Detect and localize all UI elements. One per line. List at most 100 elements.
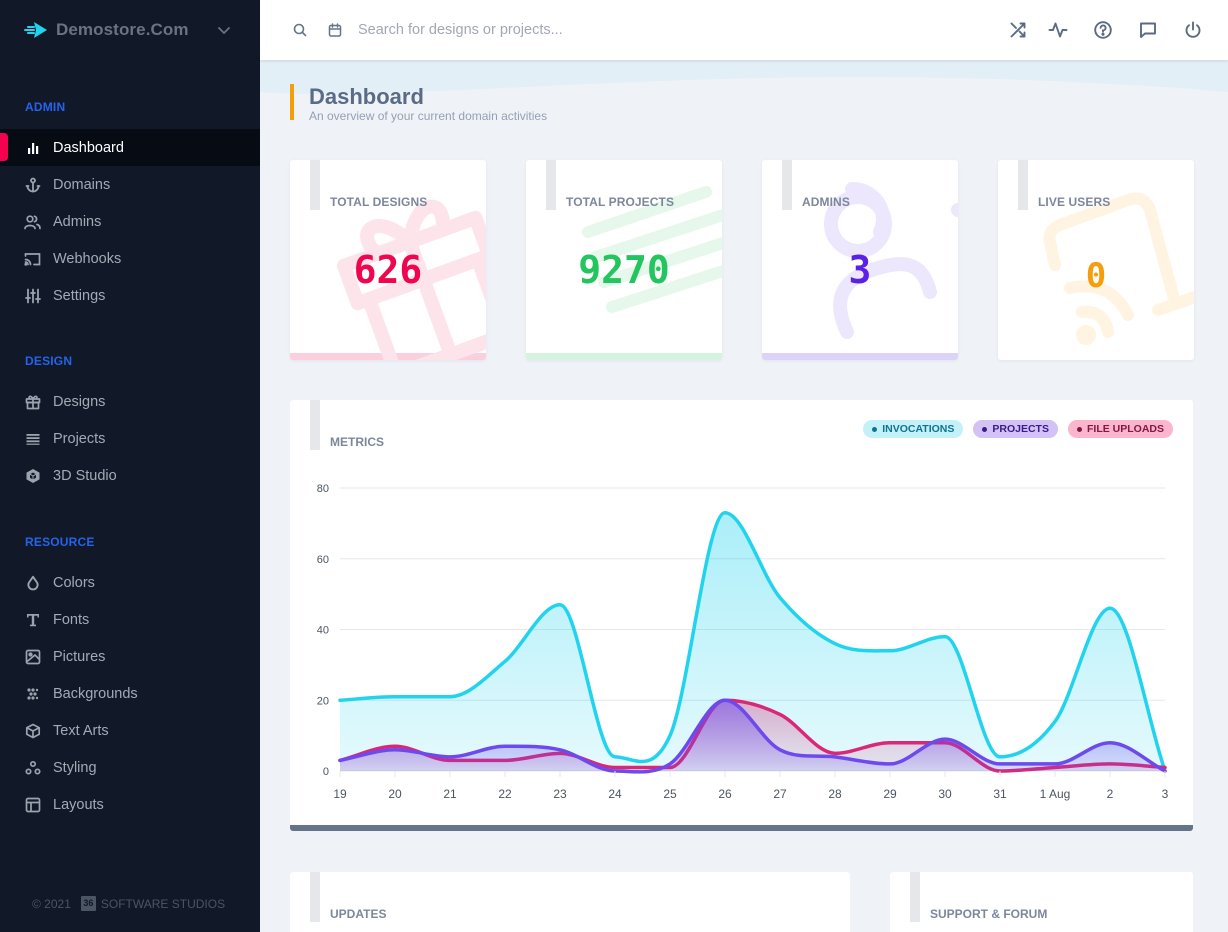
gift-icon	[336, 199, 486, 360]
shuffle-icon[interactable]	[1008, 20, 1028, 40]
page-title-accent	[290, 84, 294, 120]
legend-label: INVOCATIONS	[882, 423, 955, 435]
brand[interactable]: Demostore.Com	[24, 18, 236, 42]
section-title-admin: ADMIN	[25, 100, 66, 114]
list-icon	[24, 430, 41, 447]
box-icon	[24, 722, 41, 739]
activity-icon[interactable]	[1048, 20, 1068, 40]
calendar-icon[interactable]	[327, 22, 343, 38]
support-forum-card: SUPPORT & FORUM	[890, 872, 1193, 932]
x-tick-label: 31	[993, 787, 1007, 801]
legend-projects[interactable]: PROJECTS	[973, 420, 1058, 438]
help-icon[interactable]	[1093, 20, 1113, 40]
power-icon[interactable]	[1183, 20, 1203, 40]
sidebar-item-styling[interactable]: Styling	[0, 749, 260, 786]
users-icon	[824, 182, 958, 339]
sidebar-item-label: Domains	[53, 176, 111, 193]
x-tick-label: 20	[388, 787, 402, 801]
image-icon	[24, 648, 41, 665]
x-tick-label: 30	[938, 787, 952, 801]
sidebar-item-colors[interactable]: Colors	[0, 564, 260, 601]
legend-dot	[1076, 426, 1082, 432]
company-name: SOFTWARE STUDIOS	[100, 896, 226, 911]
legend-file-uploads[interactable]: FILE UPLOADS	[1067, 420, 1173, 438]
sidebar-item-label: Webhooks	[53, 250, 122, 267]
card-tab-mark	[310, 400, 320, 450]
x-tick-label: 26	[718, 787, 732, 801]
stat-value: 3	[848, 248, 872, 292]
search-input[interactable]	[358, 18, 758, 42]
chevron-down-icon[interactable]	[216, 22, 232, 38]
legend-invocations[interactable]: INVOCATIONS	[863, 420, 964, 438]
updates-title: UPDATES	[330, 907, 387, 921]
sidebar-item-designs[interactable]: Designs	[0, 383, 260, 420]
topbar	[260, 0, 1228, 60]
y-tick-label: 80	[317, 483, 329, 495]
x-tick-label: 1 Aug	[1040, 787, 1071, 801]
company-logo: 36	[80, 896, 96, 911]
sidebar-item-dashboard[interactable]: Dashboard	[0, 129, 260, 166]
updates-card: UPDATES	[290, 872, 850, 932]
x-tick-label: 29	[883, 787, 897, 801]
stat-label: TOTAL DESIGNS	[330, 195, 428, 209]
sidebar-item-label: Designs	[53, 393, 106, 410]
series-area-projects	[340, 700, 1165, 772]
sidebar: Demostore.Com ADMIN Dashboard Domains Ad…	[0, 0, 260, 932]
list-icon	[582, 186, 722, 313]
stat-card-live-users[interactable]: LIVE USERS 0	[998, 160, 1194, 360]
sidebar-item-label: 3D Studio	[53, 467, 117, 484]
sidebar-item-text-arts[interactable]: Text Arts	[0, 712, 260, 749]
stat-card-admins[interactable]: ADMINS 3	[762, 160, 958, 360]
sidebar-item-fonts[interactable]: Fonts	[0, 601, 260, 638]
sidebar-item-3d-studio[interactable]: 3D Studio	[0, 457, 260, 494]
sidebar-item-label: Backgrounds	[53, 685, 138, 702]
copyright-text: © 2021	[32, 896, 71, 911]
type-icon	[24, 611, 41, 628]
legend-dot	[982, 426, 988, 432]
x-tick-label: 21	[443, 787, 457, 801]
search-icon[interactable]	[292, 22, 308, 38]
stat-card-total-designs[interactable]: TOTAL DESIGNS 626	[290, 160, 486, 360]
sliders-icon	[24, 287, 41, 304]
users-icon	[24, 213, 41, 230]
message-icon[interactable]	[1138, 20, 1158, 40]
stat-label: ADMINS	[802, 195, 850, 209]
sidebar-item-webhooks[interactable]: Webhooks	[0, 240, 260, 277]
stat-value: 9270	[578, 248, 670, 292]
sidebar-item-label: Dashboard	[53, 139, 124, 156]
codesandbox-icon	[24, 467, 41, 484]
page-title: Dashboard	[309, 84, 424, 109]
sidebar-item-label: Pictures	[53, 648, 106, 665]
sidebar-item-pictures[interactable]: Pictures	[0, 638, 260, 675]
x-tick-label: 23	[553, 787, 567, 801]
sidebar-item-settings[interactable]: Settings	[0, 277, 260, 314]
fast-arrow-icon	[24, 22, 47, 38]
stat-label: TOTAL PROJECTS	[566, 195, 675, 209]
brand-name: Demostore.Com	[56, 20, 189, 39]
series-area-invocations	[340, 512, 1165, 771]
sidebar-item-admins[interactable]: Admins	[0, 203, 260, 240]
x-tick-label: 3	[1162, 787, 1169, 801]
sidebar-item-domains[interactable]: Domains	[0, 166, 260, 203]
legend-label: FILE UPLOADS	[1086, 423, 1164, 435]
x-tick-label: 27	[773, 787, 787, 801]
layout-icon	[24, 796, 41, 813]
card-tab-mark	[310, 160, 320, 210]
y-tick-label: 0	[323, 766, 329, 778]
card-tab-mark	[782, 160, 792, 210]
sidebar-item-projects[interactable]: Projects	[0, 420, 260, 457]
active-indicator	[0, 133, 8, 161]
x-tick-label: 25	[663, 787, 677, 801]
sidebar-item-layouts[interactable]: Layouts	[0, 786, 260, 823]
header-wave	[260, 60, 1228, 94]
chart-legend: INVOCATIONS PROJECTS FILE UPLOADS	[863, 420, 1173, 438]
sidebar-item-backgrounds[interactable]: Backgrounds	[0, 675, 260, 712]
x-tick-label: 24	[608, 787, 622, 801]
stat-card-total-projects[interactable]: TOTAL PROJECTS 9270	[526, 160, 722, 360]
y-tick-label: 40	[317, 625, 329, 637]
stat-value: 0	[1085, 256, 1107, 296]
support-forum-title: SUPPORT & FORUM	[930, 907, 1048, 921]
sidebar-item-label: Admins	[53, 213, 102, 230]
x-tick-label: 22	[498, 787, 512, 801]
